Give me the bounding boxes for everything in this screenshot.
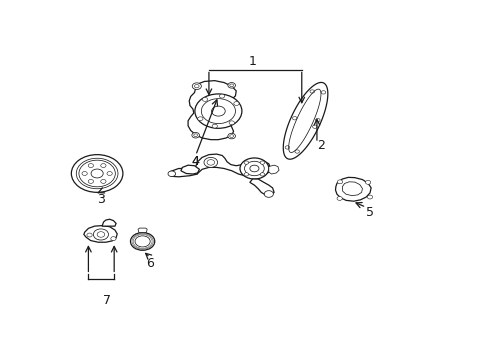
Circle shape	[202, 98, 207, 102]
Circle shape	[233, 102, 239, 105]
Circle shape	[203, 157, 217, 167]
Text: 7: 7	[102, 294, 110, 307]
Polygon shape	[138, 228, 147, 233]
Circle shape	[244, 173, 248, 176]
Circle shape	[227, 82, 235, 88]
Circle shape	[244, 161, 248, 164]
Circle shape	[101, 180, 106, 183]
Text: 1: 1	[248, 55, 256, 68]
Circle shape	[87, 233, 92, 237]
Circle shape	[337, 180, 342, 184]
Polygon shape	[188, 81, 238, 140]
Circle shape	[192, 83, 201, 90]
Polygon shape	[249, 179, 274, 195]
Circle shape	[195, 94, 242, 128]
Text: 3: 3	[97, 193, 104, 206]
Polygon shape	[171, 168, 197, 177]
Circle shape	[366, 195, 372, 199]
Circle shape	[101, 164, 106, 167]
Circle shape	[91, 169, 103, 178]
Text: 2: 2	[316, 139, 324, 152]
Polygon shape	[84, 226, 117, 242]
Circle shape	[227, 133, 235, 139]
Polygon shape	[335, 177, 370, 201]
Circle shape	[260, 173, 264, 176]
Circle shape	[365, 180, 370, 184]
Polygon shape	[181, 165, 199, 174]
Text: 4: 4	[191, 154, 199, 167]
Circle shape	[168, 171, 175, 176]
Circle shape	[82, 172, 87, 175]
Circle shape	[260, 161, 264, 164]
Text: 5: 5	[365, 206, 373, 219]
Polygon shape	[342, 182, 362, 195]
Text: 4: 4	[191, 154, 199, 167]
Circle shape	[336, 197, 342, 201]
Circle shape	[111, 237, 116, 240]
Circle shape	[130, 233, 154, 250]
Circle shape	[88, 164, 93, 167]
Circle shape	[93, 229, 108, 240]
Polygon shape	[268, 165, 279, 174]
Polygon shape	[102, 219, 116, 226]
Circle shape	[219, 94, 224, 98]
Circle shape	[264, 191, 273, 197]
Text: 6: 6	[146, 257, 154, 270]
Polygon shape	[283, 82, 327, 159]
Circle shape	[88, 180, 93, 183]
Circle shape	[107, 172, 112, 175]
Polygon shape	[195, 154, 270, 177]
Circle shape	[197, 117, 203, 121]
Circle shape	[240, 158, 268, 179]
Circle shape	[229, 121, 234, 125]
Circle shape	[191, 132, 199, 138]
Circle shape	[71, 155, 122, 192]
Circle shape	[212, 124, 217, 128]
